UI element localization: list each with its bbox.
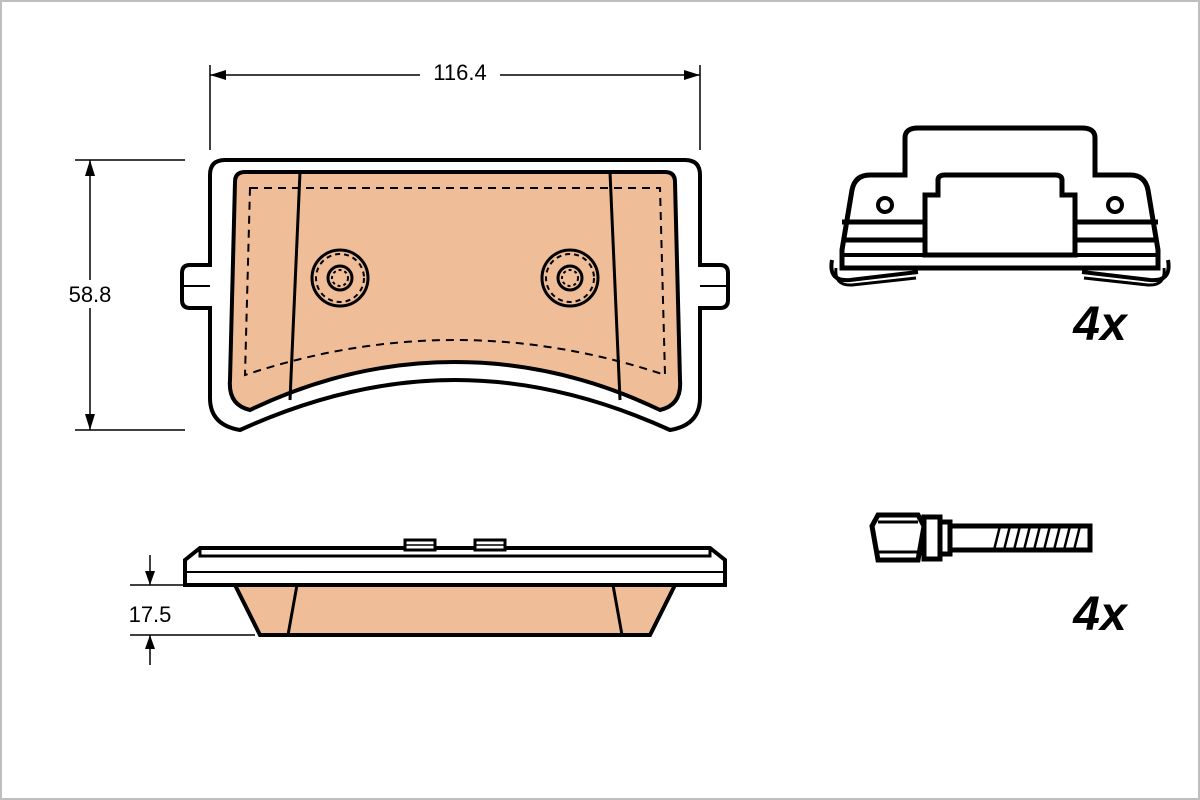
- bolt-quantity: 4x: [1072, 588, 1129, 641]
- brake-pad-front-view: [182, 160, 728, 430]
- technical-drawing: 116.4 58.8: [0, 0, 1200, 800]
- dimension-height-value: 58.8: [69, 282, 112, 307]
- clip-accessory: [831, 128, 1168, 285]
- dimension-width-value: 116.4: [433, 60, 486, 85]
- bolt-accessory: [872, 515, 1090, 560]
- clip-quantity: 4x: [1072, 298, 1129, 351]
- dimension-thickness-value: 17.5: [129, 602, 172, 627]
- brake-pad-side-view: [185, 540, 725, 635]
